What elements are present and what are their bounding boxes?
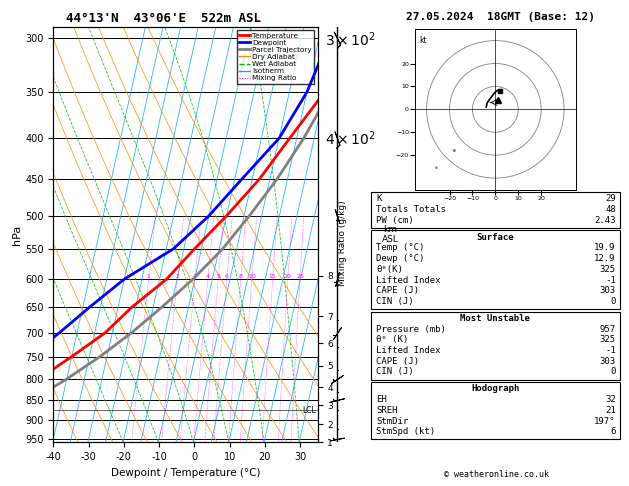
Text: StmDir: StmDir <box>376 417 408 426</box>
Text: 325: 325 <box>599 265 616 274</box>
Text: CAPE (J): CAPE (J) <box>376 357 419 366</box>
Text: kt: kt <box>420 36 427 45</box>
Text: 48: 48 <box>605 205 616 214</box>
Text: 3: 3 <box>193 274 197 279</box>
Text: -1: -1 <box>605 276 616 285</box>
Text: •: • <box>451 146 457 156</box>
Text: Most Unstable: Most Unstable <box>460 314 530 323</box>
Text: 2: 2 <box>175 274 179 279</box>
Text: 27.05.2024  18GMT (Base: 12): 27.05.2024 18GMT (Base: 12) <box>406 12 594 22</box>
Text: Surface: Surface <box>477 233 514 242</box>
Text: Totals Totals: Totals Totals <box>376 205 446 214</box>
Text: θᵉ(K): θᵉ(K) <box>376 265 403 274</box>
Legend: Temperature, Dewpoint, Parcel Trajectory, Dry Adiabat, Wet Adiabat, Isotherm, Mi: Temperature, Dewpoint, Parcel Trajectory… <box>237 30 314 84</box>
Text: 303: 303 <box>599 357 616 366</box>
Text: Lifted Index: Lifted Index <box>376 346 441 355</box>
Text: 32: 32 <box>605 395 616 404</box>
Text: PW (cm): PW (cm) <box>376 216 414 225</box>
Text: StmSpd (kt): StmSpd (kt) <box>376 427 435 436</box>
Text: 8: 8 <box>239 274 243 279</box>
Text: 25: 25 <box>296 274 304 279</box>
Text: 197°: 197° <box>594 417 616 426</box>
Text: Dewp (°C): Dewp (°C) <box>376 254 425 263</box>
Text: 6: 6 <box>610 427 616 436</box>
Text: 44°13'N  43°06'E  522m ASL: 44°13'N 43°06'E 522m ASL <box>66 12 261 25</box>
Text: 29: 29 <box>605 194 616 204</box>
Text: 2.43: 2.43 <box>594 216 616 225</box>
X-axis label: Dewpoint / Temperature (°C): Dewpoint / Temperature (°C) <box>111 468 260 478</box>
Y-axis label: hPa: hPa <box>13 225 23 244</box>
Text: CIN (J): CIN (J) <box>376 297 414 306</box>
Text: 5: 5 <box>216 274 220 279</box>
Text: Lifted Index: Lifted Index <box>376 276 441 285</box>
Text: 20: 20 <box>284 274 292 279</box>
Text: © weatheronline.co.uk: © weatheronline.co.uk <box>445 469 549 479</box>
Text: 15: 15 <box>269 274 277 279</box>
Text: 21: 21 <box>605 406 616 415</box>
Y-axis label: km
ASL: km ASL <box>381 225 398 244</box>
Text: 0: 0 <box>610 297 616 306</box>
Text: EH: EH <box>376 395 387 404</box>
Text: 6: 6 <box>225 274 229 279</box>
Text: 1: 1 <box>147 274 151 279</box>
Text: CIN (J): CIN (J) <box>376 367 414 377</box>
Text: -1: -1 <box>605 346 616 355</box>
Text: 957: 957 <box>599 325 616 334</box>
Text: 4: 4 <box>206 274 210 279</box>
Text: 0: 0 <box>610 367 616 377</box>
Text: Mixing Ratio (g/kg): Mixing Ratio (g/kg) <box>338 200 347 286</box>
Text: •: • <box>433 164 438 174</box>
Text: CAPE (J): CAPE (J) <box>376 286 419 295</box>
Text: K: K <box>376 194 382 204</box>
Text: 19.9: 19.9 <box>594 243 616 253</box>
Text: θᵉ (K): θᵉ (K) <box>376 335 408 345</box>
Text: LCL: LCL <box>302 406 316 415</box>
Text: 325: 325 <box>599 335 616 345</box>
Text: Temp (°C): Temp (°C) <box>376 243 425 253</box>
Text: 303: 303 <box>599 286 616 295</box>
Text: 12.9: 12.9 <box>594 254 616 263</box>
Text: Hodograph: Hodograph <box>471 384 520 394</box>
Text: SREH: SREH <box>376 406 398 415</box>
Text: 10: 10 <box>248 274 256 279</box>
Text: Pressure (mb): Pressure (mb) <box>376 325 446 334</box>
